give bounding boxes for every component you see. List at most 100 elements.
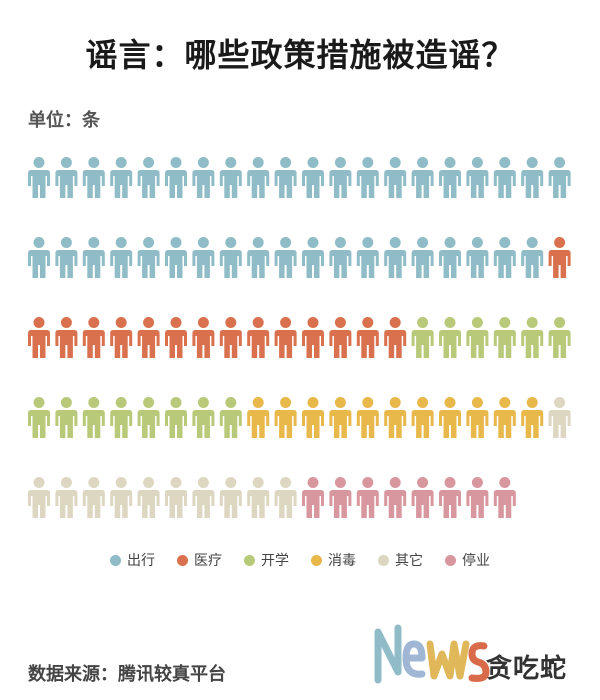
- logo-letter-w: [426, 640, 470, 680]
- legend-label: 开学: [261, 553, 289, 569]
- legend-item: 医疗: [177, 550, 222, 570]
- person-icon: [521, 157, 544, 198]
- person-icon: [247, 237, 270, 278]
- legend-label: 出行: [127, 553, 155, 569]
- person-icon: [82, 237, 105, 278]
- person-icon: [219, 237, 242, 278]
- person-icon: [439, 477, 461, 518]
- person-icon: [247, 397, 270, 438]
- person-icon: [356, 397, 379, 438]
- person-icon: [165, 237, 187, 278]
- person-icon: [137, 157, 160, 198]
- legend-label: 停业: [462, 553, 490, 569]
- person-icon: [165, 397, 187, 438]
- data-source: 数据来源：腾讯较真平台: [28, 664, 226, 685]
- person-icon: [247, 477, 270, 518]
- person-icon: [55, 397, 78, 438]
- person-icon: [439, 317, 461, 358]
- person-icon: [247, 157, 270, 198]
- person-icon: [165, 317, 187, 358]
- person-icon: [493, 477, 516, 518]
- news-logo: [374, 624, 490, 684]
- legend-item: 其它: [378, 550, 423, 570]
- person-icon: [329, 317, 352, 358]
- person-icon: [302, 237, 324, 278]
- chart-title: 谣言：哪些政策措施被造谣？: [85, 36, 515, 74]
- person-icon: [384, 397, 407, 438]
- person-icon: [384, 317, 407, 358]
- person-icon: [165, 157, 187, 198]
- person-icon: [356, 477, 379, 518]
- person-icon: [82, 157, 105, 198]
- person-icon: [548, 237, 571, 278]
- person-icon: [302, 477, 324, 518]
- person-icon: [274, 317, 297, 358]
- person-icon: [548, 397, 571, 438]
- person-icon: [356, 157, 379, 198]
- legend-swatch: [445, 554, 456, 566]
- person-icon: [110, 477, 133, 518]
- person-icon: [274, 237, 297, 278]
- legend-swatch: [177, 554, 188, 566]
- person-icon: [548, 317, 571, 358]
- person-icon: [274, 477, 297, 518]
- person-icon: [192, 317, 215, 358]
- person-icon: [439, 397, 461, 438]
- person-icon: [466, 477, 489, 518]
- person-icon: [466, 397, 489, 438]
- person-icon: [329, 237, 352, 278]
- person-icon: [466, 317, 489, 358]
- person-icon: [137, 397, 160, 438]
- legend-swatch: [378, 554, 389, 566]
- pictogram-chart: [28, 157, 571, 518]
- person-icon: [439, 237, 461, 278]
- person-icon: [219, 317, 242, 358]
- person-icon: [192, 477, 215, 518]
- person-icon: [137, 317, 160, 358]
- person-icon: [302, 157, 324, 198]
- person-icon: [110, 317, 133, 358]
- legend-label: 其它: [395, 553, 423, 569]
- person-icon: [192, 397, 215, 438]
- person-icon: [521, 317, 544, 358]
- person-icon: [521, 237, 544, 278]
- person-icon: [137, 237, 160, 278]
- person-icon: [274, 397, 297, 438]
- person-icon: [548, 157, 571, 198]
- legend-item: 停业: [445, 550, 490, 570]
- person-icon: [137, 477, 160, 518]
- person-icon: [384, 477, 407, 518]
- person-icon: [493, 237, 516, 278]
- person-icon: [356, 237, 379, 278]
- legend-item: 出行: [110, 550, 155, 570]
- person-icon: [411, 237, 434, 278]
- person-icon: [302, 317, 324, 358]
- person-icon: [302, 397, 324, 438]
- person-icon: [82, 317, 105, 358]
- person-icon: [55, 237, 78, 278]
- legend-label: 消毒: [328, 553, 356, 569]
- logo-chinese-text: 贪吃蛇: [486, 654, 568, 684]
- person-icon: [329, 157, 352, 198]
- person-icon: [55, 477, 78, 518]
- person-icon: [274, 157, 297, 198]
- person-icon: [411, 477, 434, 518]
- person-icon: [466, 157, 489, 198]
- person-icon: [439, 157, 461, 198]
- person-icon: [411, 397, 434, 438]
- legend-swatch: [110, 554, 121, 566]
- person-icon: [466, 237, 489, 278]
- person-icon: [411, 317, 434, 358]
- person-icon: [28, 477, 50, 518]
- person-icon: [110, 397, 133, 438]
- person-icon: [28, 397, 50, 438]
- legend-label: 医疗: [194, 553, 222, 569]
- person-icon: [493, 317, 516, 358]
- person-icon: [28, 317, 50, 358]
- legend-swatch: [311, 554, 322, 566]
- person-icon: [329, 477, 352, 518]
- person-icon: [82, 397, 105, 438]
- legend-swatch: [244, 554, 255, 566]
- person-icon: [55, 317, 78, 358]
- person-icon: [493, 397, 516, 438]
